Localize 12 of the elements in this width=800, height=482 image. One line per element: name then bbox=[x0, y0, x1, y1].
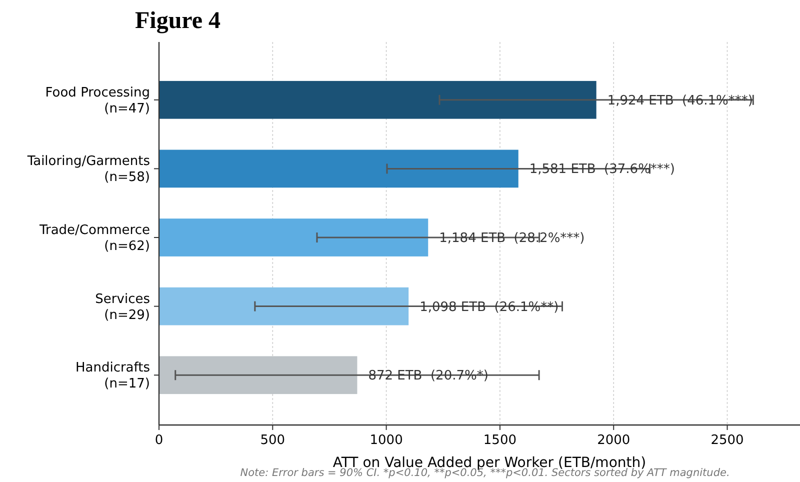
y-tick-label: Tailoring/Garments (n=58) bbox=[26, 154, 150, 186]
x-tick-label: 2500 bbox=[710, 433, 744, 448]
x-tick-label: 1000 bbox=[370, 433, 403, 448]
chart-title: Figure 4 bbox=[135, 8, 221, 34]
x-tick-label: 500 bbox=[260, 433, 286, 448]
x-tick-label: 0 bbox=[154, 433, 164, 448]
x-tick-label: 1500 bbox=[483, 433, 517, 448]
y-tick-label: Handicrafts (n=17) bbox=[75, 360, 150, 392]
y-tick-label: Services (n=29) bbox=[95, 292, 150, 323]
y-tick-label: Trade/Commerce (n=62) bbox=[38, 223, 150, 254]
x-tick-label: 2000 bbox=[597, 433, 630, 448]
y-tick-label: Food Processing (n=47) bbox=[45, 85, 150, 116]
